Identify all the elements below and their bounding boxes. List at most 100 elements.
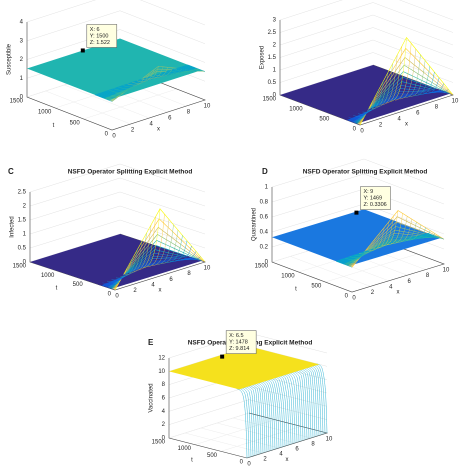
z-tick-label: 0.5: [18, 246, 27, 252]
y-tick-label: 1500: [152, 440, 166, 446]
surface-mesh: [340, 259, 357, 263]
surface-mesh: [386, 213, 403, 245]
z-tick-label: 4: [162, 409, 166, 415]
datatip-text: X: 6.5: [229, 333, 243, 339]
z-tick-label: 0.8: [260, 200, 269, 206]
x-tick-label: 8: [426, 273, 430, 279]
surface-mesh: [357, 98, 375, 115]
surface-mesh: [354, 244, 371, 256]
surface-mesh: [385, 46, 403, 104]
surface-mesh: [404, 224, 422, 241]
x-tick-label: 0: [115, 294, 119, 300]
surface-mesh: [169, 240, 188, 262]
surface-plane: [272, 209, 441, 267]
panel-label: E: [148, 338, 154, 347]
datatip-box: [86, 24, 118, 48]
x-tick-label: 0: [352, 296, 356, 302]
surface-mesh: [160, 68, 178, 76]
x-tick-label: 0: [247, 462, 251, 468]
surface-mesh: [353, 107, 370, 117]
surface-mesh: [427, 233, 445, 240]
grid-line: [279, 27, 454, 58]
y-tick-label: 1000: [38, 110, 52, 116]
grid-line: [279, 14, 454, 46]
surface-mesh: [120, 249, 138, 277]
surface-panel: 0 0.5 1 1.5 2 2.5 3 0 2 4 6 8 10 0 500 1000 1500 x Exposed: [260, 0, 459, 135]
surface-mesh: [187, 64, 206, 72]
grid-line: [271, 173, 445, 205]
surface-panel: 0 0.5 1 1.5 2 2.5 0 2 4 6 8 10 0 500 1000 1500 x t Infecte…: [8, 163, 211, 300]
datatip-box: [360, 186, 391, 210]
grid-line: [279, 0, 454, 21]
surface-mesh: [345, 255, 362, 261]
surface-panel: 0 1 2 3 4 0 2 4 6 8 10 0 500 1000 1500 x t Susceptible X: …: [7, 0, 211, 140]
y-tick-label: 0: [105, 132, 109, 138]
surface-mesh: [395, 43, 412, 101]
y-tick-label: 1500: [13, 264, 27, 270]
datatip-marker: [354, 210, 359, 215]
grid-line: [168, 412, 250, 439]
surface-mesh: [395, 219, 412, 243]
surface-mesh: [348, 116, 365, 120]
x-axis-label: x: [159, 288, 162, 294]
surface-mesh: [102, 281, 120, 285]
z-tick-label: 1: [20, 76, 24, 82]
surface-mesh: [399, 48, 416, 100]
y-tick-label: 0: [240, 460, 244, 466]
y-tick-label: 500: [311, 284, 322, 290]
surface-mesh: [404, 54, 421, 98]
y-axis-label: t: [295, 287, 297, 293]
x-tick-label: 2: [131, 128, 135, 134]
surface-mesh: [129, 233, 147, 274]
surface-mesh: [432, 89, 449, 93]
x-tick-label: 2: [371, 290, 375, 296]
datatip-text: Y: 1469: [363, 196, 382, 202]
z-tick-label: 2.5: [268, 30, 277, 36]
surface-mesh: [436, 88, 454, 96]
datatip-text: Y: 1478: [229, 340, 248, 346]
y-tick-label: 1000: [41, 273, 55, 279]
z-axis-label: Infected: [10, 216, 16, 237]
z-tick-label: 3: [20, 38, 24, 44]
z-tick-label: 0.5: [268, 80, 277, 86]
surface-mesh: [183, 66, 201, 72]
x-tick-label: 6: [169, 277, 173, 283]
x-tick-label: 4: [279, 452, 283, 458]
surface-mesh: [178, 251, 197, 260]
z-tick-label: 0: [162, 436, 166, 442]
surface-mesh: [108, 89, 127, 93]
z-axis-label: Exposed: [260, 46, 266, 69]
z-tick-label: 4: [20, 20, 24, 26]
z-tick-label: 1: [273, 68, 277, 74]
grid-line: [216, 422, 296, 444]
grid-line: [200, 427, 280, 449]
datatip-text: Z: 9.814: [229, 346, 249, 352]
x-axis-label: x: [397, 290, 400, 296]
grid-line: [29, 191, 206, 221]
z-tick-label: 0: [23, 260, 27, 266]
z-axis-label: Vaccinated: [149, 383, 155, 412]
grid-line: [271, 158, 445, 190]
grid-line: [26, 29, 206, 63]
surface-panel: 0 2 4 6 8 10 12 0 2 4 6 8 10 0 500 1000 1500 x t Vaccinated…: [148, 330, 333, 468]
grid-line: [64, 84, 150, 119]
surface-mesh: [409, 227, 426, 240]
x-axis-label: x: [405, 122, 408, 128]
z-tick-label: 12: [158, 356, 165, 362]
surface-mesh: [377, 216, 394, 248]
z-tick-label: 1: [265, 185, 269, 191]
z-tick-label: 10: [158, 369, 165, 375]
surface-mesh: [363, 233, 380, 253]
z-tick-label: 2: [273, 43, 277, 49]
x-tick-label: 10: [326, 437, 333, 443]
datatip-text: Y: 1500: [90, 33, 109, 39]
x-tick-label: 10: [204, 104, 211, 110]
datatip-marker: [220, 354, 225, 359]
grid-line: [29, 177, 206, 207]
x-tick-label: 6: [416, 111, 420, 117]
x-tick-label: 0: [360, 129, 364, 135]
z-axis-label: Quarantined: [252, 208, 258, 241]
surface-mesh: [113, 87, 131, 91]
x-tick-label: 4: [150, 122, 154, 128]
